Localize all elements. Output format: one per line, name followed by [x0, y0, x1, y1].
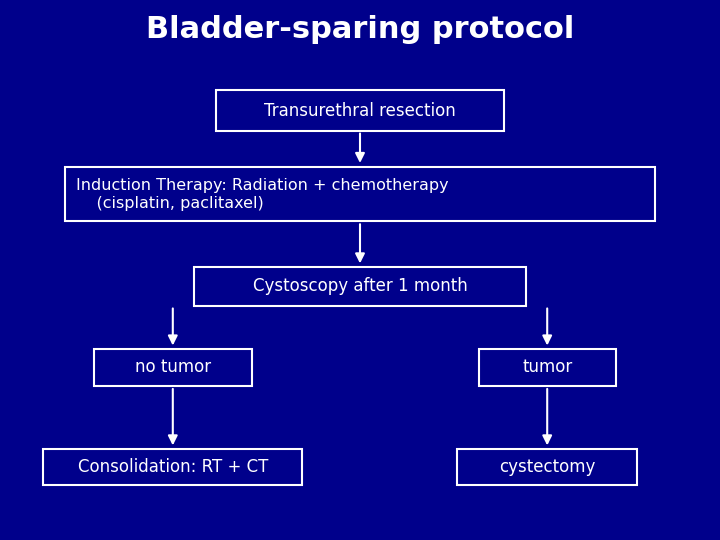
FancyBboxPatch shape: [65, 167, 655, 221]
FancyBboxPatch shape: [216, 90, 504, 131]
Text: Bladder-sparing protocol: Bladder-sparing protocol: [146, 15, 574, 44]
Text: Transurethral resection: Transurethral resection: [264, 102, 456, 120]
FancyBboxPatch shape: [94, 349, 252, 386]
FancyBboxPatch shape: [43, 449, 302, 485]
Text: cystectomy: cystectomy: [499, 458, 595, 476]
FancyBboxPatch shape: [479, 349, 616, 386]
Text: tumor: tumor: [522, 358, 572, 376]
FancyBboxPatch shape: [194, 267, 526, 306]
Text: Cystoscopy after 1 month: Cystoscopy after 1 month: [253, 277, 467, 295]
FancyBboxPatch shape: [457, 449, 637, 485]
Text: no tumor: no tumor: [135, 358, 211, 376]
Text: Induction Therapy: Radiation + chemotherapy
    (cisplatin, paclitaxel): Induction Therapy: Radiation + chemother…: [76, 178, 449, 211]
Text: Consolidation: RT + CT: Consolidation: RT + CT: [78, 458, 268, 476]
